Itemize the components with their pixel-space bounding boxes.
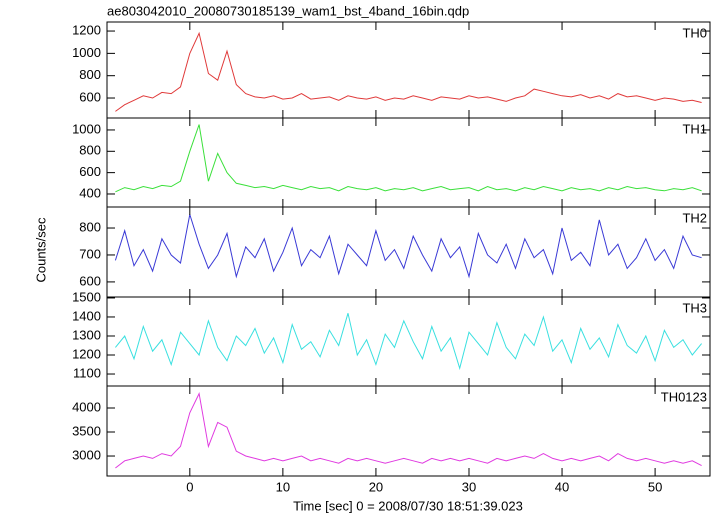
y-tick-label: 600 xyxy=(79,273,101,288)
panel-label: TH0 xyxy=(682,25,707,40)
y-tick-label: 1000 xyxy=(72,121,101,136)
x-tick-label: 50 xyxy=(648,479,662,494)
y-tick-label: 700 xyxy=(79,246,101,261)
x-axis-label: Time [sec] 0 = 2008/07/30 18:51:39.023 xyxy=(293,498,523,513)
light-curve xyxy=(115,313,702,371)
light-curve xyxy=(115,124,702,193)
panel-label: TH2 xyxy=(682,210,707,225)
y-tick-label: 600 xyxy=(79,89,101,104)
y-tick-label: 800 xyxy=(79,143,101,158)
x-tick-label: 30 xyxy=(462,479,476,494)
y-tick-label: 1500 xyxy=(72,289,101,304)
y-tick-label: 1400 xyxy=(72,308,101,323)
y-tick-label: 400 xyxy=(79,185,101,200)
y-axis-label: Counts/sec xyxy=(33,217,48,283)
panel-label: TH3 xyxy=(682,300,707,315)
y-tick-label: 800 xyxy=(79,67,101,82)
panel-label: TH0123 xyxy=(661,389,707,404)
y-tick-label: 600 xyxy=(79,164,101,179)
light-curve xyxy=(114,214,702,279)
panel-frame xyxy=(106,296,711,387)
panel-frame xyxy=(106,385,711,477)
chart-title: ae803042010_20080730185139_wam1_bst_4ban… xyxy=(107,3,469,18)
light-curve xyxy=(115,391,702,469)
y-tick-label: 800 xyxy=(79,219,101,234)
light-curve xyxy=(115,31,702,112)
y-tick-label: 1300 xyxy=(72,327,101,342)
y-tick-label: 1200 xyxy=(72,22,101,37)
x-tick-label: 10 xyxy=(276,479,290,494)
x-tick-label: 40 xyxy=(555,479,569,494)
y-tick-label: 3000 xyxy=(72,447,101,462)
panel-label: TH1 xyxy=(682,121,707,136)
panel-frame xyxy=(106,117,711,208)
y-tick-label: 3500 xyxy=(72,423,101,438)
x-tick-label: 0 xyxy=(186,479,193,494)
y-tick-label: 1100 xyxy=(73,365,101,380)
y-tick-label: 1200 xyxy=(72,346,101,361)
y-tick-label: 1000 xyxy=(72,45,101,60)
y-tick-label: 4000 xyxy=(72,399,101,414)
x-tick-label: 20 xyxy=(369,479,383,494)
